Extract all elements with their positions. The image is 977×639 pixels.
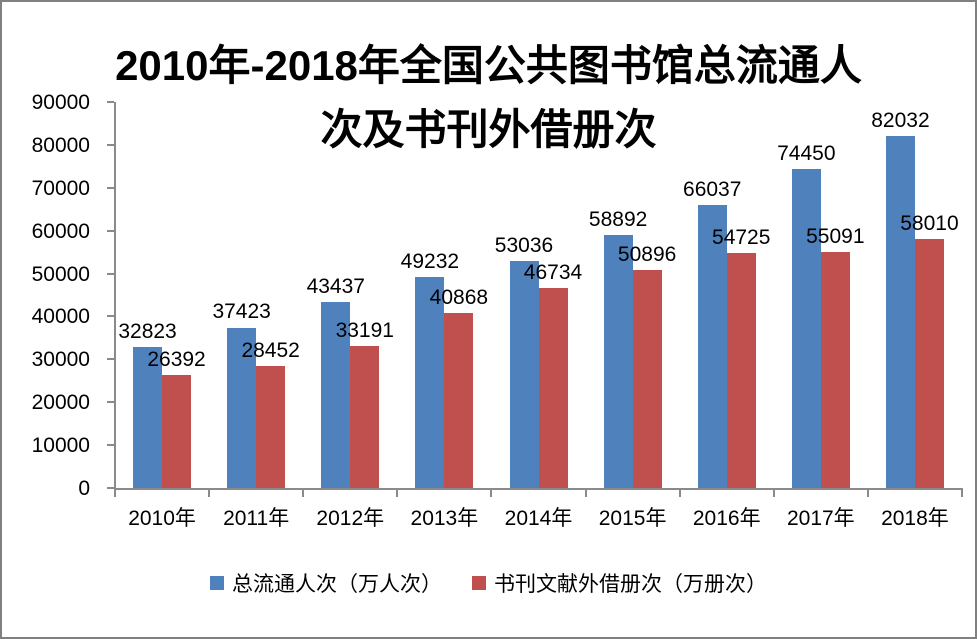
- x-category-label: 2018年: [881, 507, 949, 530]
- x-axis-tick: [961, 490, 963, 497]
- x-category-label: 2014年: [504, 507, 573, 530]
- x-axis-tick: [678, 490, 681, 497]
- bar-circulation-2016年: [697, 204, 727, 488]
- data-label: 58892: [588, 208, 648, 232]
- chart-title-line1: 2010年-2018年全国公共图书馆总流通人: [115, 42, 862, 89]
- legend-swatch-blue-icon: [210, 576, 224, 590]
- bar-lending-2014年: [538, 287, 568, 488]
- data-label: 40868: [429, 285, 489, 309]
- y-tick-label: 70000: [31, 176, 90, 200]
- y-axis-tick: [107, 272, 114, 275]
- legend-label-book-lending: 书刊文献外借册次（万册次）: [494, 572, 767, 596]
- x-axis-tick: [866, 490, 869, 497]
- data-label: 32823: [118, 320, 177, 344]
- x-category-label: 2016年: [692, 507, 761, 530]
- y-tick-label: 0: [78, 477, 90, 500]
- x-category-label: 2011年: [223, 507, 290, 530]
- y-tick-label: 10000: [31, 434, 90, 458]
- bar-lending-2012年: [350, 345, 380, 488]
- y-axis-tick: [107, 358, 114, 361]
- data-label: 33191: [335, 318, 394, 342]
- data-label: 28452: [241, 338, 300, 362]
- y-axis-tick: [107, 315, 114, 318]
- y-tick-label: 60000: [31, 219, 90, 243]
- data-label: 49232: [400, 249, 460, 273]
- x-category-label: 2015年: [598, 507, 667, 530]
- x-category-label: 2012年: [316, 507, 385, 530]
- data-label: 74450: [777, 141, 836, 165]
- data-label: 53036: [494, 233, 554, 257]
- legend-item-book-lending: 书刊文献外借册次（万册次）: [472, 568, 767, 598]
- data-label: 55091: [806, 224, 865, 248]
- legend-label-total-circulation: 总流通人次（万人次）: [232, 572, 442, 596]
- chart-title: 2010年-2018年全国公共图书馆总流通人 次及书刊外借册次: [2, 34, 975, 162]
- y-axis-tick: [107, 487, 114, 489]
- data-label: 82032: [871, 109, 930, 133]
- bar-lending-2011年: [256, 365, 286, 488]
- bar-lending-2015年: [632, 269, 662, 488]
- y-axis-tick: [107, 444, 114, 447]
- bar-circulation-2017年: [791, 168, 821, 488]
- plot-area: 0 10000 20000 30000 40000 50000 60000 70000 8000…: [32, 92, 963, 530]
- bar-circulation-2012年: [321, 301, 351, 488]
- bar-lending-2016年: [726, 253, 756, 488]
- x-category-label: 2010年: [128, 507, 196, 530]
- data-label: 37423: [212, 300, 271, 324]
- bar-lending-2010年: [162, 374, 192, 488]
- y-axis-tick: [107, 401, 114, 404]
- legend: 总流通人次（万人次） 书刊文献外借册次（万册次）: [2, 568, 975, 598]
- bar-circulation-2013年: [415, 276, 445, 488]
- chart-title-line2: 次及书刊外借册次: [320, 106, 657, 153]
- data-label: 66037: [683, 177, 742, 201]
- y-axis-tick: [107, 229, 114, 232]
- data-label: 43437: [306, 274, 365, 298]
- bar-circulation-2011年: [227, 327, 257, 488]
- legend-swatch-red-icon: [472, 576, 486, 590]
- data-label: 46734: [523, 260, 583, 284]
- data-label: 50896: [617, 242, 677, 266]
- y-axis-tick: [107, 101, 114, 103]
- y-tick-label: 30000: [31, 348, 90, 372]
- y-tick-label: 40000: [31, 305, 90, 329]
- x-axis-tick: [114, 490, 116, 497]
- data-label: 26392: [147, 347, 206, 371]
- y-axis-tick: [107, 143, 114, 146]
- x-axis-tick: [490, 490, 493, 497]
- x-category-label: 2017年: [786, 507, 855, 530]
- bar-circulation-2018年: [885, 136, 915, 488]
- legend-item-total-circulation: 总流通人次（万人次）: [210, 568, 442, 598]
- y-tick-label: 90000: [31, 91, 90, 114]
- x-axis-tick: [208, 490, 211, 497]
- y-axis-tick: [107, 186, 114, 189]
- y-tick-label: 20000: [31, 391, 90, 415]
- bar-circulation-2014年: [509, 260, 539, 488]
- y-tick-label: 80000: [31, 133, 90, 157]
- x-axis-tick: [584, 490, 587, 497]
- y-tick-label: 50000: [31, 262, 90, 286]
- bar-lending-2018年: [914, 239, 944, 488]
- data-label: 58010: [900, 212, 959, 236]
- x-category-label: 2013年: [410, 507, 479, 530]
- y-axis-line: [114, 102, 116, 490]
- x-axis-tick: [772, 490, 775, 497]
- bar-circulation-2015年: [603, 235, 633, 488]
- bar-lending-2013年: [444, 312, 474, 488]
- data-label: 54725: [712, 226, 771, 250]
- x-axis-tick: [302, 490, 305, 497]
- bar-circulation-2010年: [133, 347, 163, 488]
- x-axis-line: [114, 488, 963, 490]
- x-axis-tick: [396, 490, 399, 497]
- bar-lending-2017年: [820, 251, 850, 488]
